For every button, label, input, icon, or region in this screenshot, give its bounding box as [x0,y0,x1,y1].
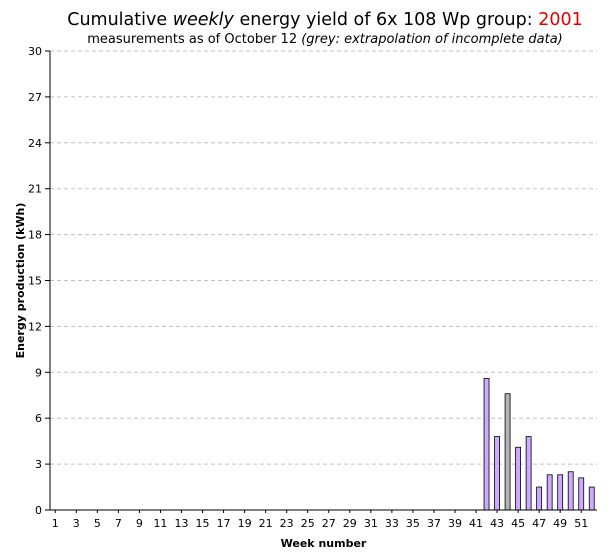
y-tick-label: 12 [28,320,42,333]
x-tick-label: 19 [238,517,252,530]
x-tick-label: 7 [115,517,122,530]
title-pre: Cumulative [67,10,173,30]
subtitle-main: measurements as of October 12 [87,32,302,47]
x-tick-label: 47 [532,517,546,530]
x-tick-label: 41 [469,517,483,530]
x-tick-label: 45 [511,517,525,530]
chart-subtitle: measurements as of October 12 (grey: ext… [0,32,610,47]
x-tick-label: 35 [406,517,420,530]
y-tick-label: 27 [28,91,42,104]
x-tick-label: 13 [174,517,188,530]
x-tick-label: 23 [280,517,294,530]
x-axis-title: Week number [281,537,367,550]
bar-week-47 [536,486,543,511]
y-tick-label: 6 [35,412,42,425]
x-tick-label: 21 [259,517,273,530]
title-post: energy yield of 6x 108 Wp group: [233,10,539,30]
subtitle-note: (grey: extrapolation of incomplete data) [301,32,563,47]
x-tick-label: 39 [448,517,462,530]
x-tick-label: 29 [343,517,357,530]
y-tick-label: 21 [28,183,42,196]
y-tick-label: 18 [28,229,42,242]
title-emphasis: weekly [172,10,234,30]
y-axis-title: Energy production (kWh) [14,203,27,359]
x-tick-label: 51 [574,517,588,530]
x-tick-label: 5 [94,517,101,530]
grid-layer [50,50,597,465]
bar-week-48 [546,474,553,511]
x-tick-label: 11 [153,517,167,530]
x-tick-label: 9 [136,517,143,530]
x-tick-label: 1 [52,517,59,530]
title-year: 2001 [538,10,583,30]
y-tick-label: 24 [28,137,42,150]
bar-week-51 [578,477,585,511]
bar-week-52 [588,486,595,511]
bar-week-46 [525,436,532,511]
bar-week-44 [504,393,511,511]
x-tick-label: 49 [553,517,567,530]
x-tick-label: 17 [217,517,231,530]
y-tick-label: 30 [28,45,42,58]
bar-week-50 [567,471,574,511]
y-tick-label: 15 [28,275,42,288]
y-tick-label: 0 [35,504,42,517]
bar-week-49 [557,474,564,511]
x-tick-label: 43 [490,517,504,530]
x-tick-label: 27 [322,517,336,530]
bar-week-43 [494,436,500,511]
y-tick-label: 9 [35,366,42,379]
bar-week-42 [483,378,490,511]
y-tick-label: 3 [35,458,42,471]
x-tick-label: 33 [385,517,399,530]
x-tick-label: 15 [196,517,210,530]
bar-week-45 [515,446,522,511]
chart-title: Cumulative weekly energy yield of 6x 108… [0,10,610,30]
x-tick-label: 31 [364,517,378,530]
x-tick-label: 3 [73,517,80,530]
x-tick-label: 37 [427,517,441,530]
bar-layer [483,378,595,511]
x-tick-label: 25 [301,517,315,530]
axis-layer [45,50,597,513]
